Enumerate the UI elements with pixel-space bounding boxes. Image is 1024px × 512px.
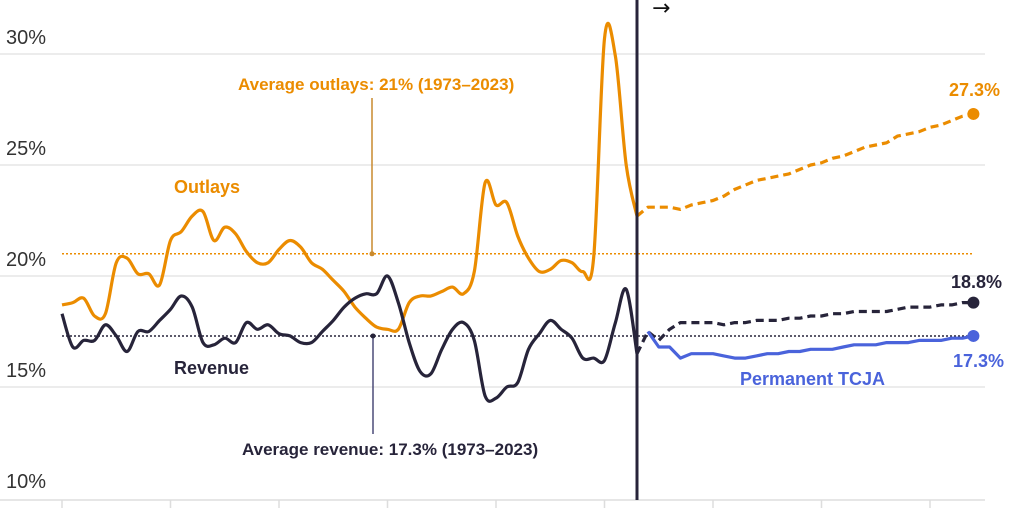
outlays-series-label: Outlays bbox=[174, 177, 240, 197]
permanent-tcja-line bbox=[646, 330, 974, 360]
outlays-line bbox=[61, 21, 639, 333]
x-tick-label: 2010 bbox=[474, 509, 519, 512]
reference-lines bbox=[62, 98, 972, 434]
revenue-projection-end-marker bbox=[967, 296, 980, 309]
x-tick-label: 1970 bbox=[40, 509, 85, 512]
outlays-end-label: 27.3% bbox=[949, 80, 1000, 100]
revenue-projection-line bbox=[635, 301, 974, 355]
revenue-line bbox=[60, 274, 639, 403]
y-tick-label: 15% bbox=[6, 360, 46, 382]
permanent-tcja-end-marker bbox=[967, 329, 980, 342]
x-tick-label: 2030 bbox=[691, 509, 736, 512]
x-tick-label: 2000 bbox=[365, 509, 410, 512]
x-tick-label: 1990 bbox=[257, 509, 302, 512]
x-tick-label: 2050 bbox=[908, 509, 953, 512]
y-axis: 10% 15% 20% 25% 30% bbox=[6, 27, 46, 493]
outlays-projection-end-marker bbox=[967, 107, 980, 120]
series-lines bbox=[60, 0, 980, 500]
revenue-end-label: 18.8% bbox=[951, 272, 1002, 292]
y-tick-label: 25% bbox=[6, 138, 46, 160]
x-tick-label: 2040 bbox=[799, 509, 844, 512]
avg-revenue-label: Average revenue: 17.3% (1973–2023) bbox=[242, 440, 538, 459]
tcja-series-label: Permanent TCJA bbox=[740, 369, 885, 389]
x-tick-label: 1980 bbox=[148, 509, 193, 512]
y-tick-label: 30% bbox=[6, 27, 46, 49]
x-tick-label: 2020 bbox=[582, 509, 627, 512]
gridlines bbox=[0, 53, 985, 501]
revenue-series-label: Revenue bbox=[174, 358, 249, 378]
x-axis: 1970 1980 1990 2000 2010 2020 2030 2040 2050 bbox=[40, 500, 953, 512]
avg-outlays-label: Average outlays: 21% (1973–2023) bbox=[238, 75, 514, 94]
tcja-end-label: 17.3% bbox=[953, 351, 1004, 371]
projection-arrow-icon: → bbox=[652, 0, 670, 21]
y-tick-label: 20% bbox=[6, 249, 46, 271]
avg-revenue-marker bbox=[370, 333, 376, 339]
avg-outlays-marker bbox=[369, 251, 375, 257]
y-tick-label: 10% bbox=[6, 471, 46, 493]
